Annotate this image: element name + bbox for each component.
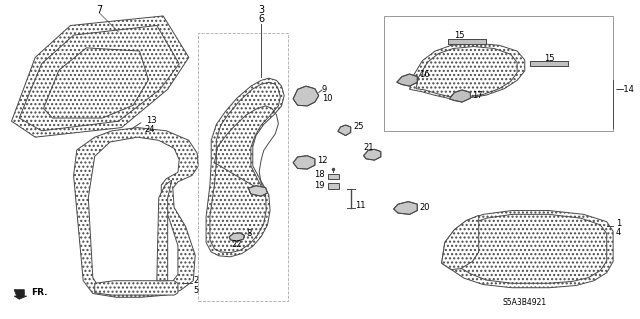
Text: 22: 22 <box>232 240 242 249</box>
Polygon shape <box>442 215 479 270</box>
Polygon shape <box>248 186 268 196</box>
Text: 21: 21 <box>364 143 374 152</box>
Polygon shape <box>157 180 172 281</box>
Text: 12: 12 <box>317 156 327 165</box>
Polygon shape <box>12 16 189 137</box>
Text: 20: 20 <box>420 203 430 212</box>
Polygon shape <box>88 137 179 293</box>
Text: 17: 17 <box>472 91 483 100</box>
Bar <box>328 183 339 189</box>
Polygon shape <box>397 74 417 86</box>
Polygon shape <box>293 156 315 169</box>
Bar <box>328 174 339 179</box>
Text: 15: 15 <box>454 31 465 40</box>
Text: 10: 10 <box>322 94 332 103</box>
Polygon shape <box>442 211 613 288</box>
Polygon shape <box>338 125 351 136</box>
Polygon shape <box>293 86 319 106</box>
Text: 8: 8 <box>246 229 252 238</box>
Polygon shape <box>14 290 27 299</box>
Text: 4: 4 <box>616 228 621 237</box>
Polygon shape <box>95 281 178 295</box>
Text: 5: 5 <box>193 286 198 295</box>
Text: 16: 16 <box>419 70 430 78</box>
Polygon shape <box>128 129 141 136</box>
Text: FR.: FR. <box>31 288 47 297</box>
Bar <box>384 16 613 131</box>
Polygon shape <box>74 128 198 297</box>
Text: 11: 11 <box>355 201 365 210</box>
Text: 19: 19 <box>314 181 324 189</box>
Text: 3: 3 <box>258 4 264 15</box>
Text: 25: 25 <box>353 122 364 131</box>
Polygon shape <box>206 78 284 257</box>
Bar <box>198 33 288 301</box>
Text: 7: 7 <box>96 4 102 15</box>
Text: 24: 24 <box>144 125 154 134</box>
Text: S5A3B4921: S5A3B4921 <box>503 298 547 307</box>
Text: 1: 1 <box>616 219 621 228</box>
Text: 13: 13 <box>146 116 157 125</box>
Polygon shape <box>448 39 486 44</box>
Polygon shape <box>449 90 470 102</box>
Text: 2: 2 <box>193 276 198 285</box>
Text: 15: 15 <box>544 54 554 63</box>
Polygon shape <box>410 43 525 98</box>
Text: —14: —14 <box>616 85 634 94</box>
Polygon shape <box>364 149 381 160</box>
Polygon shape <box>394 202 417 214</box>
Text: 9: 9 <box>322 85 327 94</box>
Polygon shape <box>229 233 244 241</box>
Polygon shape <box>530 61 568 66</box>
Text: 18: 18 <box>314 170 324 179</box>
Text: 6: 6 <box>258 14 264 24</box>
